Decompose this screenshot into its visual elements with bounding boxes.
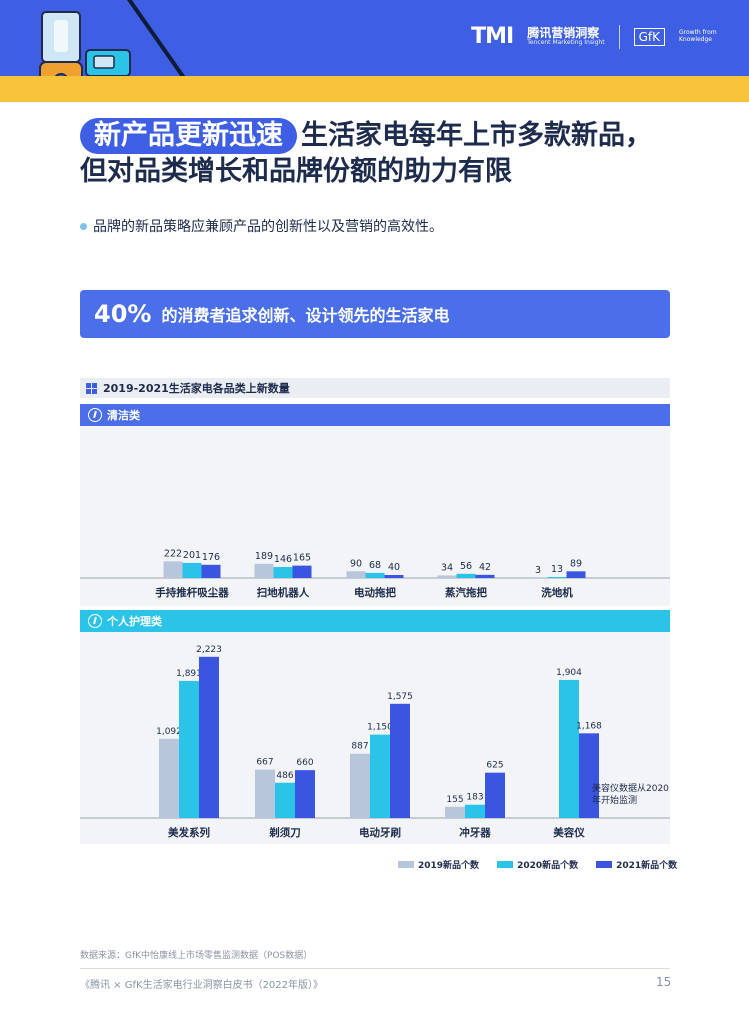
legend-item-2021: 2021新品个数 (596, 858, 677, 871)
header-banner: TMI 腾讯营销洞察 Tencent Marketing Insight GfK… (0, 0, 749, 80)
tmi-wordmark: 腾讯营销洞察 Tencent Marketing Insight (527, 25, 605, 47)
banner-yellow-band (0, 76, 749, 102)
section-cleaning: 清洁类 (80, 404, 670, 426)
panel-cleaning (80, 426, 670, 606)
legend-item-2020: 2020新品个数 (497, 858, 578, 871)
panel-personal-care (80, 632, 670, 844)
key-point: 品牌的新品策略应兼顾产品的创新性以及营销的高效性。 (80, 216, 443, 236)
beauty-device-note: 美容仪数据从2020年开始监测 (592, 784, 669, 807)
tmi-en: Tencent Marketing Insight (527, 38, 605, 46)
section-personal-care: 个人护理类 (80, 610, 670, 632)
tmi-logo: TMI (471, 24, 514, 49)
legend-label-2021: 2021新品个数 (616, 861, 678, 871)
chart-title: 2019-2021生活家电各品类上新数量 (80, 378, 670, 398)
legend-swatch-2021 (596, 861, 613, 868)
key-point-text: 品牌的新品策略应兼顾产品的创新性以及营销的高效性。 (93, 219, 443, 235)
footer-divider (80, 968, 670, 969)
legend-item-2019: 2019新品个数 (398, 858, 479, 871)
highlight-percent: 40% (94, 300, 152, 328)
page-number: 15 (656, 975, 672, 989)
highlight-box: 40% 的消费者追求创新、设计领先的生活家电 (80, 290, 670, 338)
brand-logos: TMI 腾讯营销洞察 Tencent Marketing Insight GfK… (471, 24, 719, 49)
brand-divider (618, 24, 620, 49)
razor-icon (88, 614, 102, 628)
title-tag: 新产品更新迅速 (80, 118, 297, 155)
footer-title: 《腾讯 × GfK生活家电行业洞察白皮书（2022年版）》 (80, 980, 324, 991)
appliance-illustration-icon (85, 49, 131, 77)
chart-legend: 2019新品个数 2020新品个数 2021新品个数 (398, 858, 677, 871)
broom-icon (88, 408, 102, 422)
chart-title-text: 2019-2021生活家电各品类上新数量 (103, 382, 290, 395)
blender-illustration-icon (39, 11, 83, 80)
legend-label-2019: 2019新品个数 (418, 861, 480, 871)
gfk-logo: GfK (633, 27, 665, 46)
title-line-2: 但对品类增长和品牌份额的助力有限 (80, 156, 512, 188)
section-cleaning-label: 清洁类 (107, 409, 140, 422)
grid-icon (86, 382, 97, 394)
bullet-dot-icon (80, 222, 87, 230)
page-title: 新产品更新迅速 生活家电每年上市多款新品， 但对品类增长和品牌份额的助力有限 (80, 118, 680, 191)
legend-label-2020: 2020新品个数 (517, 861, 579, 871)
highlight-text: 的消费者追求创新、设计领先的生活家电 (161, 306, 450, 325)
data-source: 数据来源：GfK中怡康线上市场零售监测数据（POS数据） (80, 951, 313, 961)
tmi-cn: 腾讯营销洞察 (527, 25, 600, 40)
title-line-1: 生活家电每年上市多款新品， (301, 120, 652, 151)
legend-swatch-2019 (398, 861, 414, 868)
gfk-tagline: Growth from Knowledge (679, 28, 717, 43)
legend-swatch-2020 (497, 861, 514, 868)
section-personal-label: 个人护理类 (107, 615, 162, 628)
